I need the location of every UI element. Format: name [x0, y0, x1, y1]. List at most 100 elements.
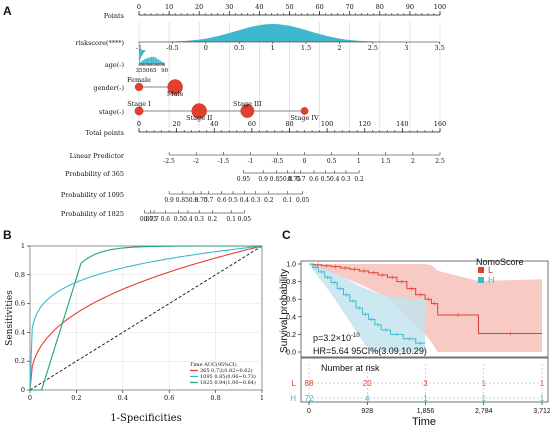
level-label: Stage III — [233, 100, 262, 108]
km-x-tick-label: 1,856 — [417, 408, 435, 415]
risk-table-count: 20 — [363, 379, 372, 388]
roc-y-tick-label: 0.4 — [15, 328, 25, 336]
km-legend-swatch — [478, 277, 484, 283]
risk-table-count: 1 — [482, 379, 487, 388]
age-histogram-bar — [139, 62, 141, 64]
axis-tick-label: 0.8 — [140, 216, 150, 223]
nomogram-row-label: Total points — [85, 129, 124, 137]
axis-tick-label: -2 — [193, 158, 199, 165]
axis-tick-label: 2 — [337, 44, 341, 52]
axis-tick-label: 0.75 — [144, 216, 158, 223]
risk-table-count: 72 — [305, 394, 314, 403]
roc-x-tick-label: 0 — [28, 394, 32, 402]
roc-x-tick-label: 0.8 — [210, 394, 220, 402]
axis-tick-label: 0.95 — [237, 176, 251, 183]
axis-tick-label: -1 — [136, 44, 142, 52]
risk-table-count: 4 — [365, 394, 370, 403]
axis-tick-label: 0.7 — [149, 216, 159, 223]
km-curves — [309, 262, 542, 346]
axis-tick-label: 30 — [225, 3, 233, 11]
axis-tick-label: 0.9 — [164, 197, 174, 204]
axis-tick-label: 0.6 — [161, 216, 171, 223]
axis-tick-label: 140 — [396, 120, 408, 128]
axis-tick-label: 0.75 — [194, 197, 208, 204]
age-histogram-bar — [147, 57, 150, 64]
axis-tick-label: 0.6 — [217, 197, 227, 204]
roc-y-tick-label: 0.6 — [15, 300, 25, 308]
axis-tick-label: 1.5 — [381, 158, 391, 165]
axis-tick-label: 0.7 — [296, 176, 306, 183]
risk-table-count: 1 — [540, 379, 545, 388]
axis-tick-label: 35 — [136, 68, 143, 74]
roc-axes: 0 0.2 0.4 0.6 0.8 1 0 0.2 0.4 0.6 0.8 1 — [15, 242, 264, 402]
axis-tick-label: 0.85 — [270, 176, 284, 183]
level-label: Stage IV — [290, 114, 319, 122]
level-marker — [134, 106, 144, 116]
risk-table-count: 1 — [423, 394, 428, 403]
axis-tick-label: 100 — [321, 120, 333, 128]
axis-tick-label: 80 — [285, 120, 293, 128]
roc-gridlines — [29, 245, 263, 391]
axis-tick-label: 1 — [357, 158, 361, 165]
age-histogram-bar — [154, 57, 156, 64]
axis-tick-label: 40 — [210, 120, 218, 128]
axis-tick-label: 0.85 — [176, 197, 190, 204]
axis-tick-label: 60 — [248, 120, 256, 128]
axis-tick-label: 120 — [359, 120, 371, 128]
roc-legend: Time AUC(95%CI) 365 0.72(0.82~0.62)1095 … — [190, 361, 256, 386]
roc-x-tick-label: 0.6 — [164, 394, 174, 402]
age-histogram-bar — [145, 58, 148, 64]
roc-panel: B 0 0.2 0.4 0.6 0.8 1 0 0.2 0.4 0.6 0.8 1 Sensitivi… — [3, 228, 264, 424]
axis-tick-label: 0.1 — [283, 197, 293, 204]
age-histogram-bar — [159, 60, 162, 64]
age-histogram-bar — [150, 56, 153, 64]
axis-tick-label: 0.3 — [341, 176, 351, 183]
roc-y-axis-title: Sensitivities — [5, 290, 15, 346]
roc-curve-0.85 — [29, 245, 263, 391]
km-pvalue-base: p=3.2×10 — [313, 333, 351, 343]
nomogram-row-label: stage(-) — [99, 108, 125, 116]
axis-tick-label: 0.9 — [258, 176, 268, 183]
axis-tick-label: 0 — [137, 3, 141, 11]
roc-legend-entry: 1825 0.94(1.00~0.84) — [200, 379, 256, 386]
axis-tick-label: 90 — [161, 68, 168, 74]
axis-tick-label: 0.5 — [174, 216, 184, 223]
nomogram-row-label: riskscore(****) — [76, 39, 125, 47]
roc-y-tick-label: 0 — [21, 386, 25, 394]
axis-tick-label: 90 — [406, 3, 414, 11]
roc-x-tick-label: 1 — [260, 394, 264, 402]
nomogram-row-label: Probability of 1825 — [61, 210, 124, 218]
axis-tick-label: 0.05 — [296, 197, 310, 204]
axis-tick-label: 0.2 — [354, 176, 364, 183]
level-label: Stage I — [127, 100, 151, 108]
roc-curves — [29, 245, 263, 391]
level-marker — [191, 103, 207, 119]
axis-tick-label: 0.2 — [208, 216, 218, 223]
axis-tick-label: 2.5 — [368, 44, 378, 52]
risk-table-count: 1 — [482, 394, 487, 403]
level-marker — [300, 107, 309, 115]
km-curve-H — [309, 263, 426, 344]
roc-x-tick-label: 0.2 — [71, 394, 81, 402]
axis-tick-label: 0 — [204, 44, 208, 52]
panel-label-c: C — [282, 228, 291, 242]
roc-legend-entry: 365 0.72(0.82~0.62) — [200, 367, 253, 374]
panel-label-b: B — [3, 228, 12, 242]
age-histogram-bar — [157, 59, 160, 64]
axis-tick-label: 0.1 — [226, 216, 236, 223]
level-label: Stage II — [186, 114, 213, 122]
km-legend: NomoScore LH — [476, 257, 524, 285]
km-x-tick-label: 3,712 — [533, 408, 550, 415]
km-pvalue-exponent: -10 — [351, 333, 360, 339]
age-histogram-bar — [161, 61, 163, 64]
nomogram-row-label: Probability of 1095 — [61, 191, 124, 199]
km-y-tick-label: 0.6 — [286, 297, 296, 304]
axis-tick-label: 2 — [411, 158, 415, 165]
nomogram-row-label: Points — [104, 12, 124, 20]
roc-reference-diagonal — [29, 245, 263, 391]
axis-tick-label: 2.5 — [435, 158, 445, 165]
axis-tick-label: 60 — [315, 3, 323, 11]
roc-y-tick-label: 1 — [21, 242, 25, 250]
roc-legend-title: Time AUC(95%CI) — [190, 361, 237, 368]
